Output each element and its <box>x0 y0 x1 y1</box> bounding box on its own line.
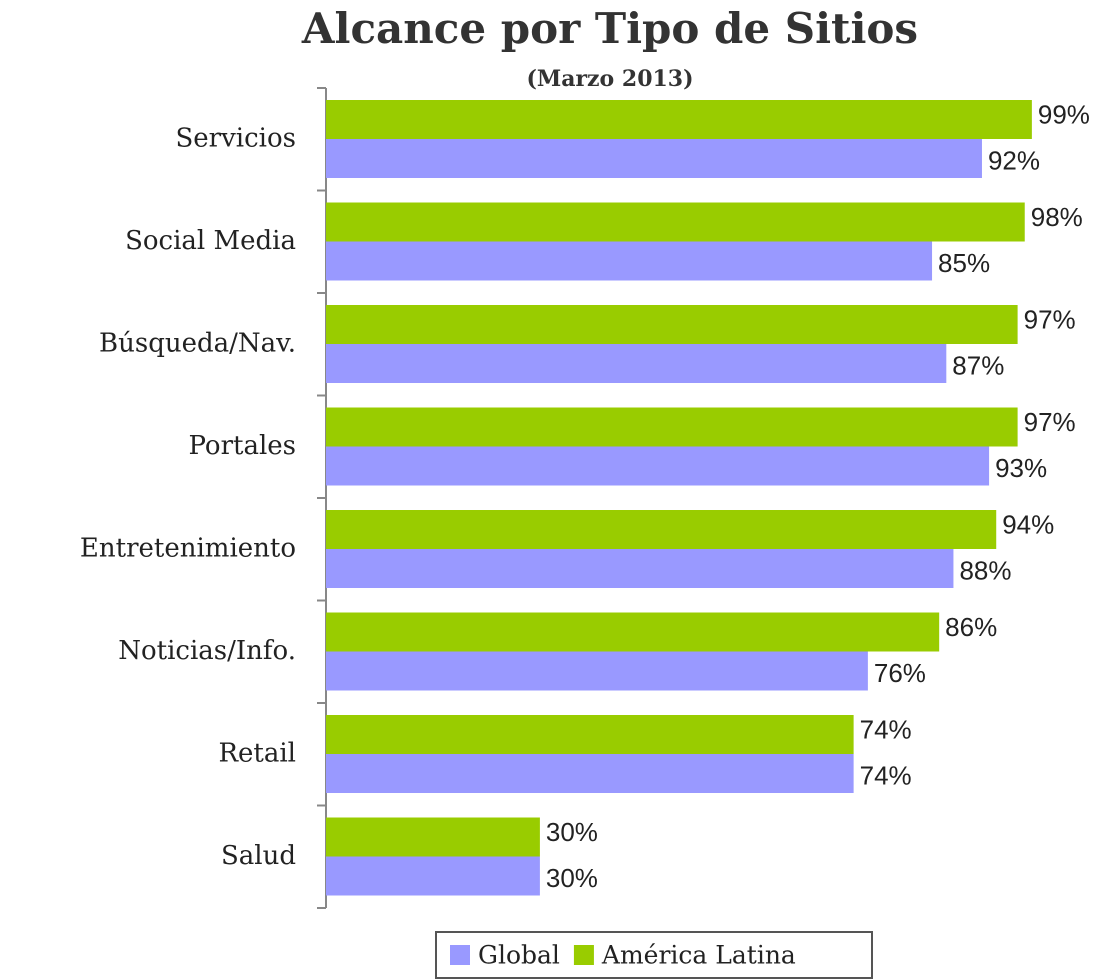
value-label: 74% <box>860 760 912 790</box>
y-tick-label: Búsqueda/Nav. <box>99 328 296 358</box>
value-label: 93% <box>995 453 1047 483</box>
legend-box <box>435 931 873 979</box>
value-label: 30% <box>546 817 598 847</box>
y-tick-label: Social Media <box>125 226 296 256</box>
value-label: 97% <box>1024 304 1076 334</box>
value-label: 74% <box>860 714 912 744</box>
chart-title: Alcance por Tipo de Sitios <box>301 4 918 53</box>
value-label: 94% <box>1002 509 1054 539</box>
legend-swatch <box>450 945 470 965</box>
value-label: 76% <box>874 658 926 688</box>
y-tick-label: Entretenimiento <box>80 533 296 563</box>
value-label: 88% <box>959 555 1011 585</box>
y-tick-label: Noticias/Info. <box>118 636 296 666</box>
value-label: 97% <box>1024 407 1076 437</box>
bar <box>326 202 1025 242</box>
value-label: 99% <box>1038 99 1090 129</box>
value-label: 30% <box>546 863 598 893</box>
bar <box>326 344 947 383</box>
bar <box>326 715 854 754</box>
legend-label: América Latina <box>601 941 796 970</box>
y-tick-label: Salud <box>221 841 296 871</box>
value-label: 87% <box>952 350 1004 380</box>
bar <box>326 305 1018 344</box>
bar <box>326 817 540 857</box>
bar <box>326 139 982 178</box>
value-label: 92% <box>988 145 1040 175</box>
y-tick-label: Portales <box>188 431 296 461</box>
value-label: 98% <box>1031 202 1083 232</box>
bar <box>326 856 540 896</box>
value-label: 86% <box>945 612 997 642</box>
bar <box>326 446 990 486</box>
bar <box>326 651 868 691</box>
legend-label: Global <box>478 941 560 970</box>
bar <box>326 407 1018 447</box>
bar <box>326 612 940 652</box>
value-label: 85% <box>938 248 990 278</box>
bar <box>326 754 854 793</box>
bar <box>326 549 954 588</box>
bar <box>326 100 1032 139</box>
legend-swatch <box>573 945 594 965</box>
bar <box>326 510 997 549</box>
y-tick-label: Retail <box>218 738 296 768</box>
y-tick-label: Servicios <box>175 123 296 153</box>
bar <box>326 241 933 281</box>
chart-subtitle: (Marzo 2013) <box>526 66 693 92</box>
